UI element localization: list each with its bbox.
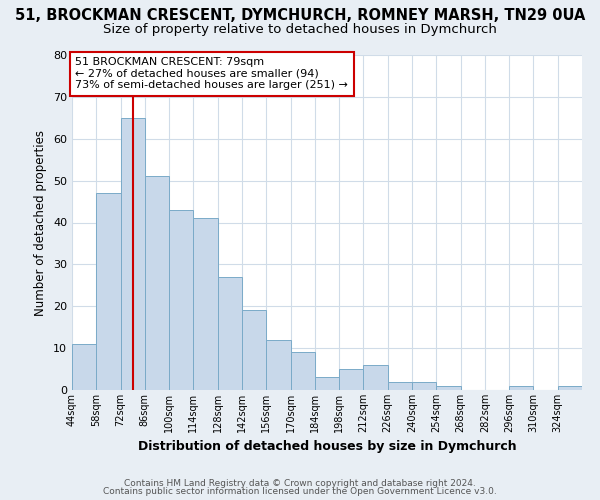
Bar: [96, 193, 121, 390]
Bar: [339, 369, 364, 390]
Bar: [218, 277, 242, 390]
Text: Contains HM Land Registry data © Crown copyright and database right 2024.: Contains HM Land Registry data © Crown c…: [124, 478, 476, 488]
Bar: [364, 365, 388, 390]
Text: 51 BROCKMAN CRESCENT: 79sqm
← 27% of detached houses are smaller (94)
73% of sem: 51 BROCKMAN CRESCENT: 79sqm ← 27% of det…: [76, 57, 349, 90]
Bar: [193, 218, 218, 390]
Text: Contains public sector information licensed under the Open Government Licence v3: Contains public sector information licen…: [103, 487, 497, 496]
Bar: [558, 386, 582, 390]
Bar: [121, 118, 145, 390]
Y-axis label: Number of detached properties: Number of detached properties: [34, 130, 47, 316]
Bar: [169, 210, 193, 390]
Bar: [290, 352, 315, 390]
Bar: [242, 310, 266, 390]
Bar: [509, 386, 533, 390]
Bar: [315, 378, 339, 390]
Bar: [72, 344, 96, 390]
Bar: [436, 386, 461, 390]
Bar: [412, 382, 436, 390]
Text: 51, BROCKMAN CRESCENT, DYMCHURCH, ROMNEY MARSH, TN29 0UA: 51, BROCKMAN CRESCENT, DYMCHURCH, ROMNEY…: [15, 8, 585, 22]
Bar: [266, 340, 290, 390]
X-axis label: Distribution of detached houses by size in Dymchurch: Distribution of detached houses by size …: [137, 440, 517, 454]
Bar: [145, 176, 169, 390]
Bar: [388, 382, 412, 390]
Text: Size of property relative to detached houses in Dymchurch: Size of property relative to detached ho…: [103, 22, 497, 36]
